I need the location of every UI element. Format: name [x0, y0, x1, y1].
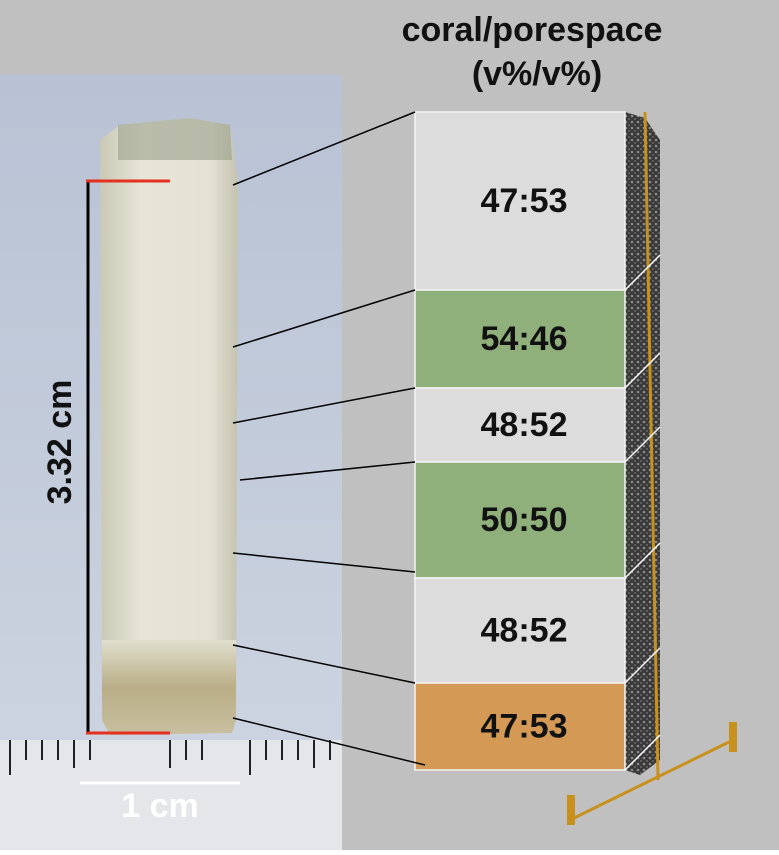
- axis-end: [729, 722, 737, 752]
- title: coral/porespace: [402, 11, 663, 49]
- segment-label: 54:46: [481, 320, 568, 358]
- axis-end: [567, 795, 575, 825]
- ruler-ticks: [9, 740, 331, 775]
- scale-label: 1 cm: [121, 787, 199, 825]
- segment-edge: [624, 352, 661, 389]
- segment: [414, 577, 626, 684]
- coral-sample: [100, 118, 238, 735]
- connectors: [232, 111, 426, 766]
- segment: [414, 682, 626, 771]
- segment: [414, 111, 626, 291]
- subtitle: (v%/v%): [472, 55, 602, 93]
- segment-label: 47:53: [481, 707, 568, 745]
- axis: [569, 738, 734, 822]
- length-label: 3.32 cm: [41, 380, 79, 505]
- segment-label: 48:52: [481, 611, 568, 649]
- segment-label: 50:50: [481, 501, 568, 539]
- segments: 47:53 54:46 48:52 50:50 48:52 47:53: [414, 111, 661, 771]
- segment: [414, 461, 626, 579]
- coral-sample-top: [118, 118, 232, 160]
- segment-edge: [624, 254, 661, 291]
- segment-label: 47:53: [481, 182, 568, 220]
- segment: [414, 387, 626, 463]
- coral-sample-base: [102, 640, 236, 735]
- segment-label: 48:52: [481, 406, 568, 444]
- axis: [643, 111, 660, 781]
- segment-edge: [624, 647, 661, 684]
- segment: [414, 289, 626, 389]
- segment-edge: [624, 542, 661, 579]
- segment-edge: [624, 426, 661, 463]
- segment-edge: [624, 734, 661, 771]
